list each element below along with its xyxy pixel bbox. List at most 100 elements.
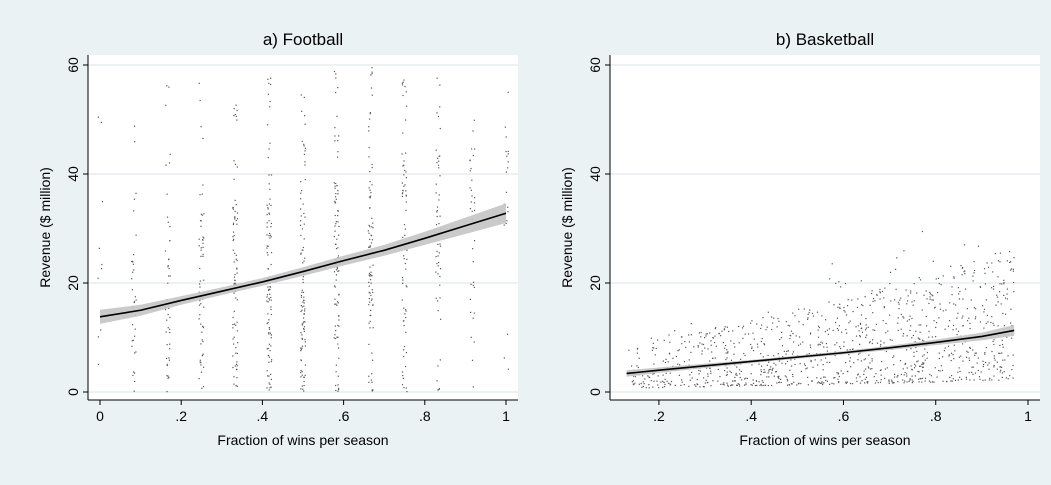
scatter-point [825, 342, 828, 345]
scatter-point [993, 285, 995, 288]
scatter-point [439, 359, 441, 361]
scatter-point [335, 364, 338, 366]
scatter-point [301, 140, 303, 142]
scatter-point [949, 376, 951, 378]
scatter-point [734, 346, 736, 348]
scatter-point [337, 151, 339, 153]
scatter-point [270, 306, 272, 308]
scatter-point [232, 323, 234, 326]
scatter-point [824, 376, 826, 378]
scatter-point [336, 336, 338, 338]
scatter-point [979, 378, 981, 380]
scatter-point [300, 220, 302, 222]
scatter-point [372, 264, 374, 266]
scatter-point [471, 359, 474, 361]
scatter-point [198, 245, 200, 247]
scatter-point [821, 342, 824, 344]
scatter-point [985, 346, 987, 349]
scatter-point [847, 299, 849, 301]
scatter-point [907, 300, 909, 302]
scatter-point [864, 378, 866, 380]
scatter-point [912, 304, 914, 306]
scatter-point [662, 374, 664, 376]
scatter-point [832, 329, 834, 331]
scatter-point [656, 380, 658, 382]
scatter-point [402, 132, 404, 134]
scatter-point [705, 335, 707, 337]
scatter-point [922, 366, 924, 368]
scatter-point [405, 119, 407, 121]
scatter-point [133, 125, 136, 127]
scatter-point [97, 277, 99, 279]
scatter-point [300, 350, 302, 352]
scatter-point [913, 351, 915, 353]
scatter-point [696, 383, 698, 385]
scatter-point [697, 346, 699, 348]
scatter-point [404, 262, 406, 265]
scatter-point [269, 232, 271, 235]
scatter-point [435, 271, 437, 273]
scatter-point [1001, 339, 1003, 341]
scatter-point [700, 336, 702, 338]
scatter-point [850, 366, 852, 368]
scatter-point [831, 382, 833, 384]
scatter-point [371, 298, 373, 300]
scatter-point [839, 303, 841, 305]
scatter-point [988, 368, 990, 370]
scatter-point [881, 290, 884, 292]
scatter-point [897, 381, 899, 383]
scatter-point [652, 342, 654, 344]
scatter-point [168, 359, 170, 361]
scatter-point [900, 373, 902, 375]
scatter-point [969, 379, 971, 381]
scatter-point [772, 322, 774, 324]
scatter-point [405, 352, 408, 354]
scatter-point [435, 224, 438, 226]
scatter-point [300, 369, 302, 372]
scatter-point [657, 375, 659, 377]
scatter-point [369, 266, 371, 268]
scatter-point [369, 170, 371, 173]
scatter-point [200, 247, 202, 249]
scatter-point [980, 371, 982, 373]
scatter-point [798, 308, 800, 310]
scatter-point [849, 360, 851, 362]
scatter-point [910, 290, 912, 292]
scatter-point [473, 341, 475, 343]
scatter-point [405, 171, 407, 173]
scatter-point [202, 340, 204, 343]
scatter-point [236, 321, 238, 323]
scatter-point [236, 119, 238, 121]
scatter-point [926, 357, 928, 359]
scatter-point [405, 365, 407, 368]
scatter-point [933, 381, 935, 383]
scatter-point [664, 383, 666, 385]
scatter-point [406, 258, 408, 261]
scatter-point [845, 314, 848, 316]
scatter-point [910, 325, 912, 327]
scatter-point [1000, 303, 1002, 305]
scatter-point [963, 271, 965, 273]
scatter-point [437, 164, 440, 166]
scatter-point [961, 274, 963, 276]
x-axis-title: Fraction of wins per season [739, 432, 910, 448]
scatter-point [837, 372, 840, 374]
scatter-point [808, 352, 810, 355]
scatter-point [667, 382, 670, 384]
scatter-point [236, 267, 238, 269]
scatter-point [401, 384, 404, 386]
scatter-point [436, 162, 438, 164]
scatter-point [268, 319, 270, 321]
scatter-point [768, 370, 770, 372]
scatter-point [727, 352, 729, 354]
scatter-point [131, 278, 133, 280]
scatter-point [167, 377, 169, 379]
scatter-point [900, 313, 902, 315]
scatter-point [640, 382, 642, 385]
scatter-point [889, 282, 891, 285]
scatter-point [266, 222, 268, 224]
scatter-point [404, 309, 407, 311]
scatter-point [925, 315, 927, 318]
scatter-point [965, 376, 967, 378]
scatter-point [337, 347, 340, 349]
